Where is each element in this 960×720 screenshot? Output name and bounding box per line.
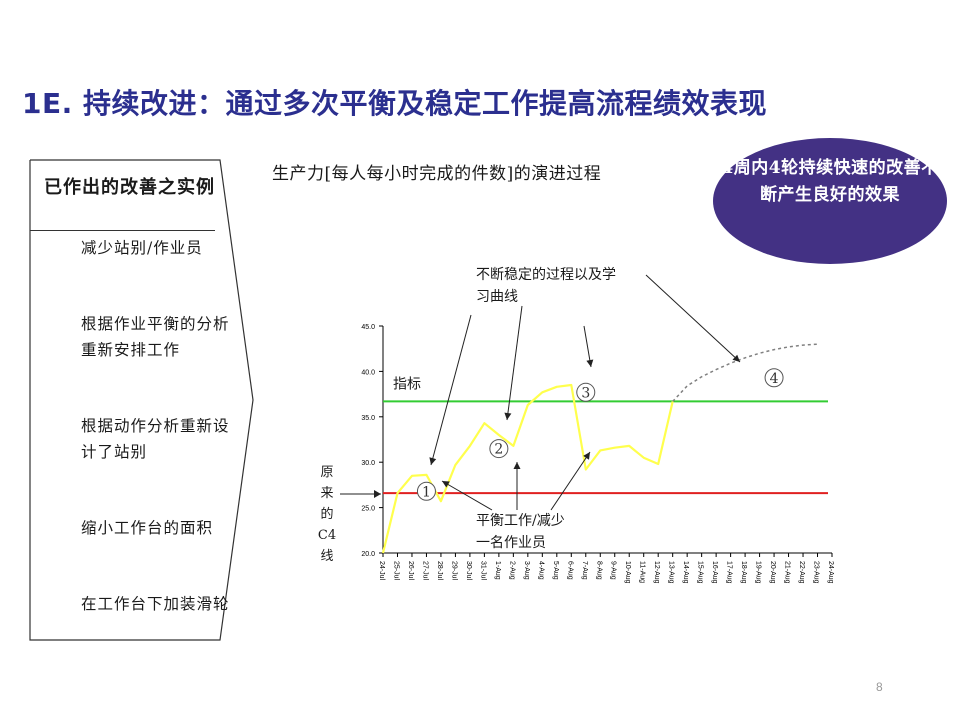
x-tick-label: 27-Jul — [421, 561, 428, 581]
x-tick-label: 21-Aug — [784, 561, 791, 584]
x-tick-label: 23-Aug — [813, 561, 820, 584]
highlight-text: 4周内4轮持续快速的改善不断产生良好的效果 — [721, 158, 939, 205]
x-tick-label: 13-Aug — [668, 561, 675, 584]
callout-arrow — [506, 305, 523, 421]
x-tick-label: 28-Jul — [436, 561, 443, 581]
callout-arrow-head — [513, 462, 521, 469]
x-tick-label: 11-Aug — [639, 561, 646, 583]
x-tick-label: 26-Jul — [407, 561, 414, 581]
x-tick-label: 20-Aug — [769, 561, 776, 584]
annotation-stabilize: 不断稳定的过程以及学习曲线 — [476, 267, 616, 305]
x-tick-label: 2-Aug — [508, 561, 515, 580]
x-tick-label: 7-Aug — [581, 561, 588, 580]
x-tick-label: 29-Jul — [450, 561, 457, 581]
callout-arrow — [430, 314, 472, 466]
x-tick-label: 3-Aug — [523, 561, 530, 580]
improvement-item: 在工作台下加装滑轮 — [81, 595, 230, 613]
marker-label: 2 — [494, 442, 503, 458]
callout-arrow — [550, 451, 591, 511]
improvement-item: 缩小工作台的面积 — [81, 519, 214, 537]
marker-circle — [489, 439, 509, 459]
marker-label: 4 — [770, 371, 779, 387]
improvements-panel-frame — [29, 159, 254, 641]
marker-circle — [576, 382, 596, 402]
improvements-panel: 已作出的改善之实例 减少站别/作业员 根据作业平衡的分析重新安排工作 根据动作分… — [29, 159, 254, 641]
annotation-balance: 平衡工作/减少一名作业员 — [476, 513, 565, 551]
marker-label: 1 — [422, 484, 431, 500]
improvement-item: 减少站别/作业员 — [81, 239, 203, 257]
baseline-arrowhead — [374, 490, 381, 498]
callout-arrow-head — [586, 359, 594, 367]
x-tick-label: 9-Aug — [610, 561, 617, 580]
x-tick-label: 19-Aug — [755, 561, 762, 584]
y-tick-label: 40.0 — [361, 369, 375, 376]
page-number: 8 — [876, 680, 883, 694]
chart-caption: 生产力[每人每小时完成的件数]的演进过程 — [272, 164, 602, 184]
improvement-item: 根据作业平衡的分析重新安排工作 — [81, 315, 230, 359]
baseline-label: 原来的 C4 线 — [318, 465, 336, 564]
marker-label: 3 — [581, 385, 590, 401]
x-tick-label: 12-Aug — [653, 561, 660, 584]
highlight-oval — [713, 138, 947, 264]
projection-line — [672, 343, 818, 402]
x-tick-label: 15-Aug — [697, 561, 704, 584]
callout-arrow — [441, 480, 493, 511]
x-tick-label: 6-Aug — [566, 561, 573, 580]
x-tick-label: 30-Jul — [465, 561, 472, 581]
x-tick-label: 5-Aug — [552, 561, 559, 580]
x-tick-label: 1-Aug — [494, 561, 501, 580]
callout-arrow-head — [504, 412, 512, 420]
x-tick-label: 4-Aug — [537, 561, 544, 580]
y-tick-label: 20.0 — [361, 551, 375, 558]
y-tick-label: 30.0 — [361, 460, 375, 467]
improvement-item: 根据动作分析重新设计了站别 — [81, 417, 230, 461]
marker-circle — [416, 481, 436, 501]
callout-arrow-head — [732, 354, 740, 362]
x-tick-label: 18-Aug — [740, 561, 747, 584]
x-tick-label: 24-Jul — [378, 561, 385, 581]
x-tick-label: 22-Aug — [798, 561, 805, 584]
x-tick-label: 24-Aug — [827, 561, 834, 584]
slide-title: 1E. 持续改进：通过多次平衡及稳定工作提高流程绩效表现 — [22, 87, 767, 120]
improvements-divider — [30, 230, 215, 231]
callout-arrow-head — [583, 452, 590, 460]
marker-circle — [764, 368, 784, 388]
improvements-heading: 已作出的改善之实例 — [44, 177, 215, 198]
x-tick-label: 14-Aug — [682, 561, 689, 584]
x-tick-label: 25-Jul — [392, 561, 399, 581]
target-label: 指标 — [393, 376, 421, 392]
callout-arrow-head — [429, 457, 437, 465]
x-tick-label: 17-Aug — [726, 561, 733, 584]
x-tick-label: 10-Aug — [624, 561, 631, 584]
y-tick-label: 25.0 — [361, 506, 375, 513]
callout-arrow-head — [442, 481, 450, 488]
y-tick-label: 35.0 — [361, 415, 375, 422]
y-tick-label: 45.0 — [361, 324, 375, 331]
callout-arrow — [645, 274, 741, 363]
x-tick-label: 16-Aug — [711, 561, 718, 584]
x-tick-label: 31-Jul — [479, 561, 486, 581]
x-tick-label: 8-Aug — [595, 561, 602, 580]
